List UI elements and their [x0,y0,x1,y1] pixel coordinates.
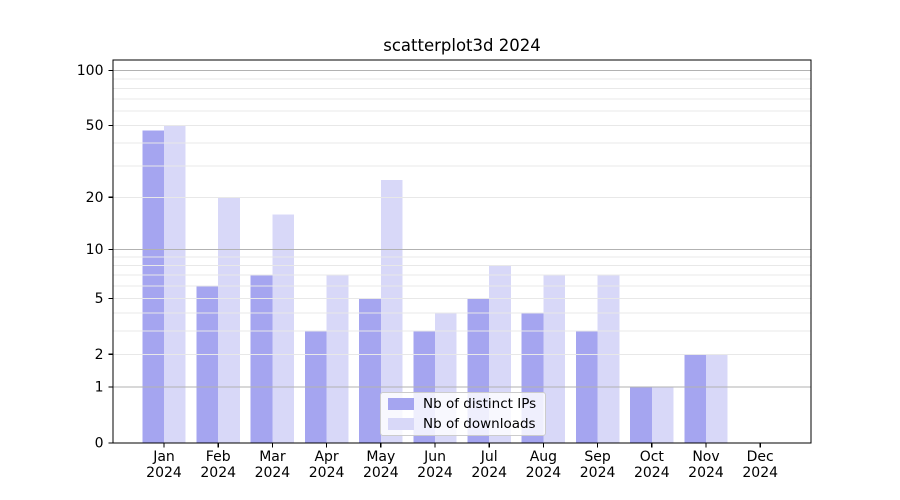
bar-downloads-may [380,180,403,443]
x-tick-label-month: Jan [152,449,175,465]
y-tick-label: 100 [77,63,104,79]
bar-downloads-mar [272,214,295,443]
x-tick-label-year: 2024 [363,465,399,481]
legend-item-distinct-ips: Nb of distinct IPs [388,396,538,412]
legend-item-downloads: Nb of downloads [388,416,538,432]
bar-downloads-aug [543,275,566,443]
x-tick-label-year: 2024 [580,465,616,481]
x-tick-label-month: Nov [692,449,719,465]
x-tick-label-month: Jun [423,449,446,465]
x-tick-label-year: 2024 [634,465,670,481]
x-tick-label-month: Mar [259,449,286,465]
x-tick-label-month: May [366,449,395,465]
x-tick-label-month: Feb [206,449,231,465]
legend-swatch-ips [388,398,414,410]
bar-ips-nov [684,354,706,443]
chart-title: scatterplot3d 2024 [383,36,541,55]
x-tick-label-year: 2024 [688,465,724,481]
y-tick-label: 0 [95,436,104,452]
bar-downloads-jan [164,125,186,444]
x-tick-label-year: 2024 [471,465,507,481]
bar-ips-jan [142,130,164,443]
bar-downloads-oct [651,387,674,443]
x-tick-label-month: Jul [480,449,498,465]
x-tick-label-month: Oct [640,449,665,465]
x-tick-label-year: 2024 [417,465,453,481]
bar-downloads-feb [218,197,240,443]
x-tick-label-month: Aug [530,449,557,465]
x-tick-label-year: 2024 [255,465,291,481]
y-tick-label: 20 [86,190,104,206]
y-tick-label: 5 [95,291,104,307]
legend-label-ips: Nb of distinct IPs [423,396,537,412]
x-tick-label-year: 2024 [200,465,236,481]
bar-ips-may [359,298,381,443]
y-tick-label: 2 [95,347,104,363]
y-tick-label: 50 [86,118,104,134]
legend: Nb of distinct IPs Nb of downloads [380,392,546,436]
x-tick-label-month: Dec [747,449,774,465]
bar-downloads-nov [706,354,728,443]
legend-label-downloads: Nb of downloads [423,416,536,432]
x-tick-label-year: 2024 [526,465,562,481]
bar-ips-oct [630,387,652,443]
legend-swatch-downloads [388,418,414,430]
y-tick-label: 10 [86,242,104,258]
bar-ips-feb [196,285,219,443]
x-tick-label-year: 2024 [309,465,345,481]
x-tick-label-month: Apr [314,449,338,465]
x-tick-label-year: 2024 [742,465,778,481]
bar-ips-mar [250,275,273,443]
plot-border [112,59,812,444]
y-tick-label: 1 [95,380,104,396]
bar-downloads-sep [597,275,620,443]
x-tick-label-year: 2024 [146,465,182,481]
bar-downloads-apr [326,275,349,443]
x-tick-label-month: Sep [584,449,611,465]
